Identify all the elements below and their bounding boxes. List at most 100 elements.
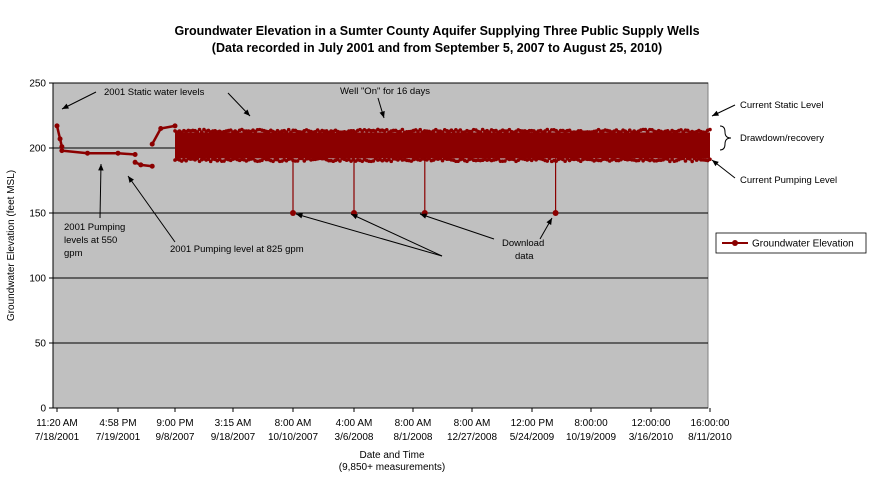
x-tick-label-date: 8/11/2010 (688, 432, 732, 443)
data-point (681, 156, 686, 161)
x-tick-label-time: 9:00 PM (156, 418, 193, 429)
data-point (195, 156, 200, 161)
x-tick-label-time: 3:15 AM (215, 418, 252, 429)
y-tick-label: 50 (35, 339, 47, 350)
legend-marker (732, 240, 738, 246)
x-tick-label-time: 12:00:00 (632, 418, 671, 429)
legend-box (715, 232, 867, 254)
x-tick-label-time: 4:00 AM (336, 418, 373, 429)
data-point (478, 130, 483, 134)
legend: Groundwater Elevation (715, 232, 867, 254)
y-tick-label: 200 (29, 144, 46, 155)
data-point (132, 159, 138, 165)
x-tick-label-date: 3/6/2008 (335, 432, 374, 443)
x-tick-label-date: 7/18/2001 (35, 432, 80, 443)
data-band (175, 132, 710, 159)
x-tick-label-time: 8:00:00 (574, 418, 608, 429)
data-point (132, 152, 138, 157)
x-tick-label-date: 3/16/2010 (629, 432, 674, 443)
data-point (679, 128, 683, 132)
annotation-current-pumping: Current Pumping Level (740, 175, 837, 186)
x-tick-label-date: 9/8/2007 (156, 432, 195, 443)
series-line-segment (61, 149, 136, 156)
data-point (149, 141, 155, 147)
annotation-static-2001: 2001 Static water levels (104, 87, 205, 98)
data-point (85, 150, 90, 156)
data-point (208, 159, 213, 164)
data-point (708, 127, 712, 132)
x-tick-label-date: 12/27/2008 (447, 432, 497, 443)
data-point (418, 127, 423, 132)
download-point (290, 210, 296, 216)
annotation-arrow (295, 213, 443, 257)
series-groundwater-elevation (54, 123, 712, 216)
data-point (300, 156, 304, 161)
arrowhead (243, 109, 250, 116)
x-tick-label-time: 8:00 AM (454, 418, 491, 429)
data-point (286, 127, 291, 132)
annotation-current-static: Current Static Level (740, 100, 823, 111)
annotation-pumping-550-line1: 2001 Pumping (64, 222, 125, 233)
data-point (639, 156, 643, 161)
data-point (547, 156, 552, 161)
data-point (295, 159, 300, 163)
data-point (440, 130, 445, 134)
data-point (496, 157, 501, 161)
x-tick-label-date: 7/19/2001 (96, 432, 141, 443)
data-point (206, 157, 211, 162)
data-point (172, 123, 178, 129)
annotation-arrow (350, 213, 443, 257)
data-point (149, 163, 155, 169)
arrowhead (98, 164, 104, 171)
data-point (427, 156, 431, 161)
arrowhead (379, 111, 385, 118)
data-point (690, 159, 694, 164)
data-point (545, 127, 550, 132)
data-point (688, 157, 692, 161)
data-point (708, 157, 712, 162)
data-point (158, 126, 164, 131)
data-point (195, 130, 200, 134)
data-point (184, 158, 188, 163)
arrowhead (62, 103, 69, 109)
data-point (458, 128, 463, 132)
x-tick-label-date: 10/10/2007 (268, 432, 318, 443)
arrowhead (351, 214, 358, 220)
data-point (59, 148, 65, 154)
data-point (683, 159, 688, 163)
data-point (384, 127, 389, 132)
annotation-download-line2: data (515, 251, 534, 262)
y-axis-label: Groundwater Elevation (feet MSL) (6, 170, 17, 321)
data-point (59, 144, 65, 150)
data-point (625, 130, 630, 135)
annotation-pumping-825: 2001 Pumping level at 825 gpm (170, 244, 304, 255)
data-point (563, 159, 567, 164)
annotation-arrow (99, 163, 102, 219)
annotation-drawdown: Drawdown/recovery (740, 133, 824, 144)
data-point (665, 157, 670, 161)
data-point (54, 123, 60, 129)
y-tick-label: 150 (29, 209, 46, 220)
annotation-well-on: Well "On" for 16 days (340, 86, 430, 97)
x-tick-label-date: 5/24/2009 (510, 432, 555, 443)
x-axis-label: Date and Time (359, 450, 424, 461)
chart-subtitle: (Data recorded in July 2001 and from Sep… (212, 41, 662, 55)
drawdown-brace (719, 125, 732, 151)
x-tick-label-time: 4:58 PM (99, 418, 136, 429)
data-point (389, 159, 394, 164)
data-point (115, 150, 121, 156)
arrowhead (712, 160, 719, 167)
y-tick-label: 100 (29, 274, 46, 285)
data-point (668, 159, 672, 164)
annotation-arrow (127, 175, 176, 243)
data-point (197, 127, 202, 132)
data-point (338, 159, 342, 163)
x-tick-label-time: 16:00:00 (691, 418, 730, 429)
data-point (400, 127, 405, 132)
data-point (57, 136, 63, 142)
data-point (138, 162, 144, 168)
data-point (199, 130, 204, 134)
annotations: 2001 Static water levels Well "On" for 16… (61, 86, 837, 262)
